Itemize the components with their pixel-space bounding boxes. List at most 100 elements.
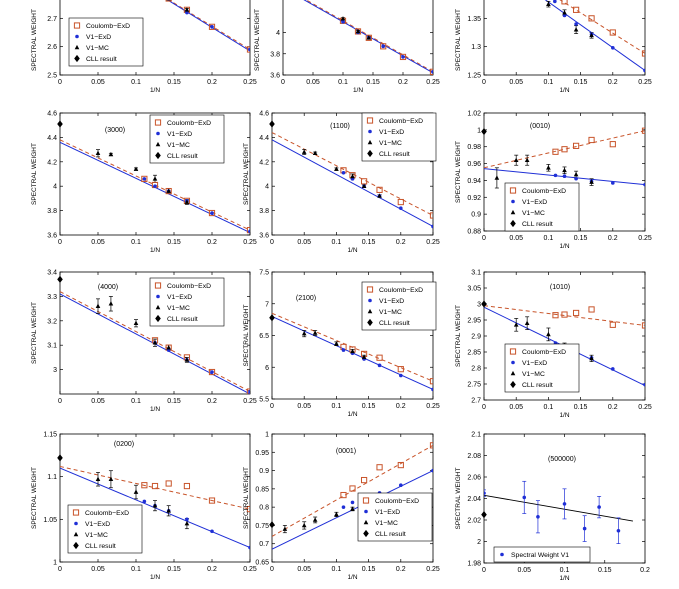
- coulomb-exd-point: [552, 312, 559, 319]
- x-tick-label: 0.15: [362, 403, 376, 410]
- x-axis-label: 1/N: [150, 247, 160, 254]
- v1-exd-point: [210, 211, 214, 215]
- v1-mc-point: [301, 149, 307, 154]
- v1-mc-point: [366, 35, 372, 40]
- v1-exd-point: [248, 229, 250, 234]
- x-axis-label: 1/N: [559, 412, 569, 419]
- v1-exd-point: [431, 387, 433, 392]
- y-tick-label: 2.08: [467, 453, 481, 460]
- v1-mc-point: [546, 165, 551, 170]
- coulomb-exd-point: [141, 482, 148, 489]
- legend-marker-coulomb: [154, 119, 162, 126]
- legend-marker-sw: [500, 552, 504, 557]
- y-tick-label: 7.5: [259, 270, 269, 277]
- y-tick-label: 3.4: [47, 270, 57, 277]
- legend-marker-v1mc: [367, 308, 373, 314]
- v1-mc-point: [350, 506, 355, 511]
- legend-marker-coulomb: [154, 282, 162, 289]
- v1-fit-line: [303, 0, 433, 74]
- x-tick-label: 0.25: [243, 79, 257, 86]
- legend-label-v1mc: V1−MC: [167, 305, 190, 312]
- v1-mc-point: [166, 345, 171, 350]
- y-tick-label: 0.94: [467, 178, 481, 185]
- x-tick-label: 0.1: [332, 403, 342, 410]
- coulomb-exd-point: [561, 146, 568, 153]
- x-tick-label: 0: [482, 567, 486, 574]
- chart-panel-10: 0 0.05 0.1 0.15 0.2 0.25 1 1.05 1.1 1.15 1/N SPECTR…: [31, 432, 257, 582]
- x-tick-label: 0.1: [131, 79, 141, 86]
- y-tick-label: 3.2: [47, 318, 57, 325]
- y-tick-label: 3.6: [47, 233, 57, 240]
- legend: Coulomb−ExD V1−ExD V1−MC CLL result: [361, 281, 437, 331]
- v1-mc-point: [377, 193, 382, 198]
- x-tick-label: 0.2: [207, 398, 217, 405]
- v1-mc-point: [95, 303, 101, 308]
- y-tick-label: 7: [265, 301, 269, 308]
- coulomb-exd-point: [165, 480, 172, 487]
- y-tick-label: 3.8: [270, 51, 280, 58]
- v1-fit-line: [544, 0, 645, 71]
- legend-label-coulomb: Coulomb−ExD: [522, 188, 566, 195]
- x-tick-label: 0.15: [167, 79, 181, 86]
- v1-mc-point: [95, 476, 101, 482]
- v1-mc-point: [546, 331, 551, 337]
- x-axis-label: 1/N: [150, 87, 160, 94]
- v1-mc-point: [350, 173, 355, 179]
- cll-result-point: [57, 275, 63, 283]
- x-tick-label: 0.15: [167, 566, 181, 573]
- y-tick-label: 2.06: [467, 475, 481, 482]
- spectral-weight-v1-point: [484, 491, 486, 495]
- plot-area: [60, 139, 250, 234]
- v1-exd-point: [399, 483, 403, 488]
- x-tick-label: 0.15: [574, 235, 588, 242]
- legend-label-cll: CLL result: [85, 543, 116, 550]
- legend-marker-v1: [511, 360, 515, 365]
- v1-exd-point: [401, 55, 405, 59]
- coulomb-exd-point: [365, 34, 372, 41]
- legend-marker-cll: [367, 318, 373, 327]
- coulomb-exd-point: [208, 209, 216, 217]
- legend-marker-v1: [156, 294, 160, 299]
- cll-result-point: [481, 127, 487, 136]
- v1-mc-point: [312, 150, 318, 156]
- legend: Coulomb−ExD V1−ExD V1−MC CLL result: [504, 182, 580, 232]
- coulomb-fit-line: [305, 0, 433, 73]
- x-tick-label: 0.2: [398, 79, 408, 86]
- v1-exd-point: [574, 176, 578, 181]
- y-tick-label: 1: [53, 560, 57, 567]
- legend-label-coulomb: Coulomb−ExD: [522, 349, 566, 356]
- x-tick-label: 0.05: [509, 404, 523, 411]
- v1-mc-point: [184, 7, 190, 12]
- y-tick-label: 4: [265, 184, 269, 191]
- plot-area: [60, 291, 250, 394]
- legend: Coulomb−ExD V1−ExD V1−MC CLL result: [361, 112, 437, 162]
- y-tick-label: 6: [265, 365, 269, 372]
- chart-panel-12: 0 0.05 0.1 0.15 0.2 1.98 2 2.02 2.04 2.06 2.08 2.1 1…: [455, 432, 650, 583]
- y-tick-label: 2.8: [471, 366, 481, 373]
- x-tick-label: 0.15: [574, 404, 588, 411]
- x-tick-label: 0.25: [426, 239, 440, 246]
- coulomb-exd-point: [609, 141, 616, 148]
- legend-label-coulomb: Coulomb−ExD: [85, 510, 129, 517]
- v1-exd-point: [142, 177, 147, 181]
- panel-label: (0010): [530, 123, 550, 130]
- x-tick-label: 0.25: [243, 398, 257, 405]
- legend-marker-cll: [510, 219, 516, 228]
- y-tick-label: 0.65: [255, 560, 269, 567]
- y-axis-label: SPECTRAL WEIGHT: [31, 143, 38, 205]
- x-axis-label: 1/N: [347, 411, 357, 418]
- x-tick-label: 0.15: [366, 79, 380, 86]
- x-axis-label: 1/N: [150, 574, 160, 581]
- x-tick-label: 0.1: [332, 239, 342, 246]
- legend-label-cll: CLL result: [379, 151, 410, 158]
- axes-box: [59, 112, 251, 236]
- x-tick-label: 0.05: [91, 566, 105, 573]
- x-tick-label: 0.15: [167, 239, 181, 246]
- x-tick-label: 0.15: [167, 398, 181, 405]
- y-tick-label: 1.15: [43, 432, 57, 439]
- v1-exd-point: [562, 174, 567, 179]
- x-tick-label: 0.1: [544, 235, 554, 242]
- x-axis-label: 1/N: [559, 575, 569, 582]
- legend-label-coulomb: Coulomb−ExD: [375, 498, 419, 505]
- y-tick-label: 3.3: [47, 294, 57, 301]
